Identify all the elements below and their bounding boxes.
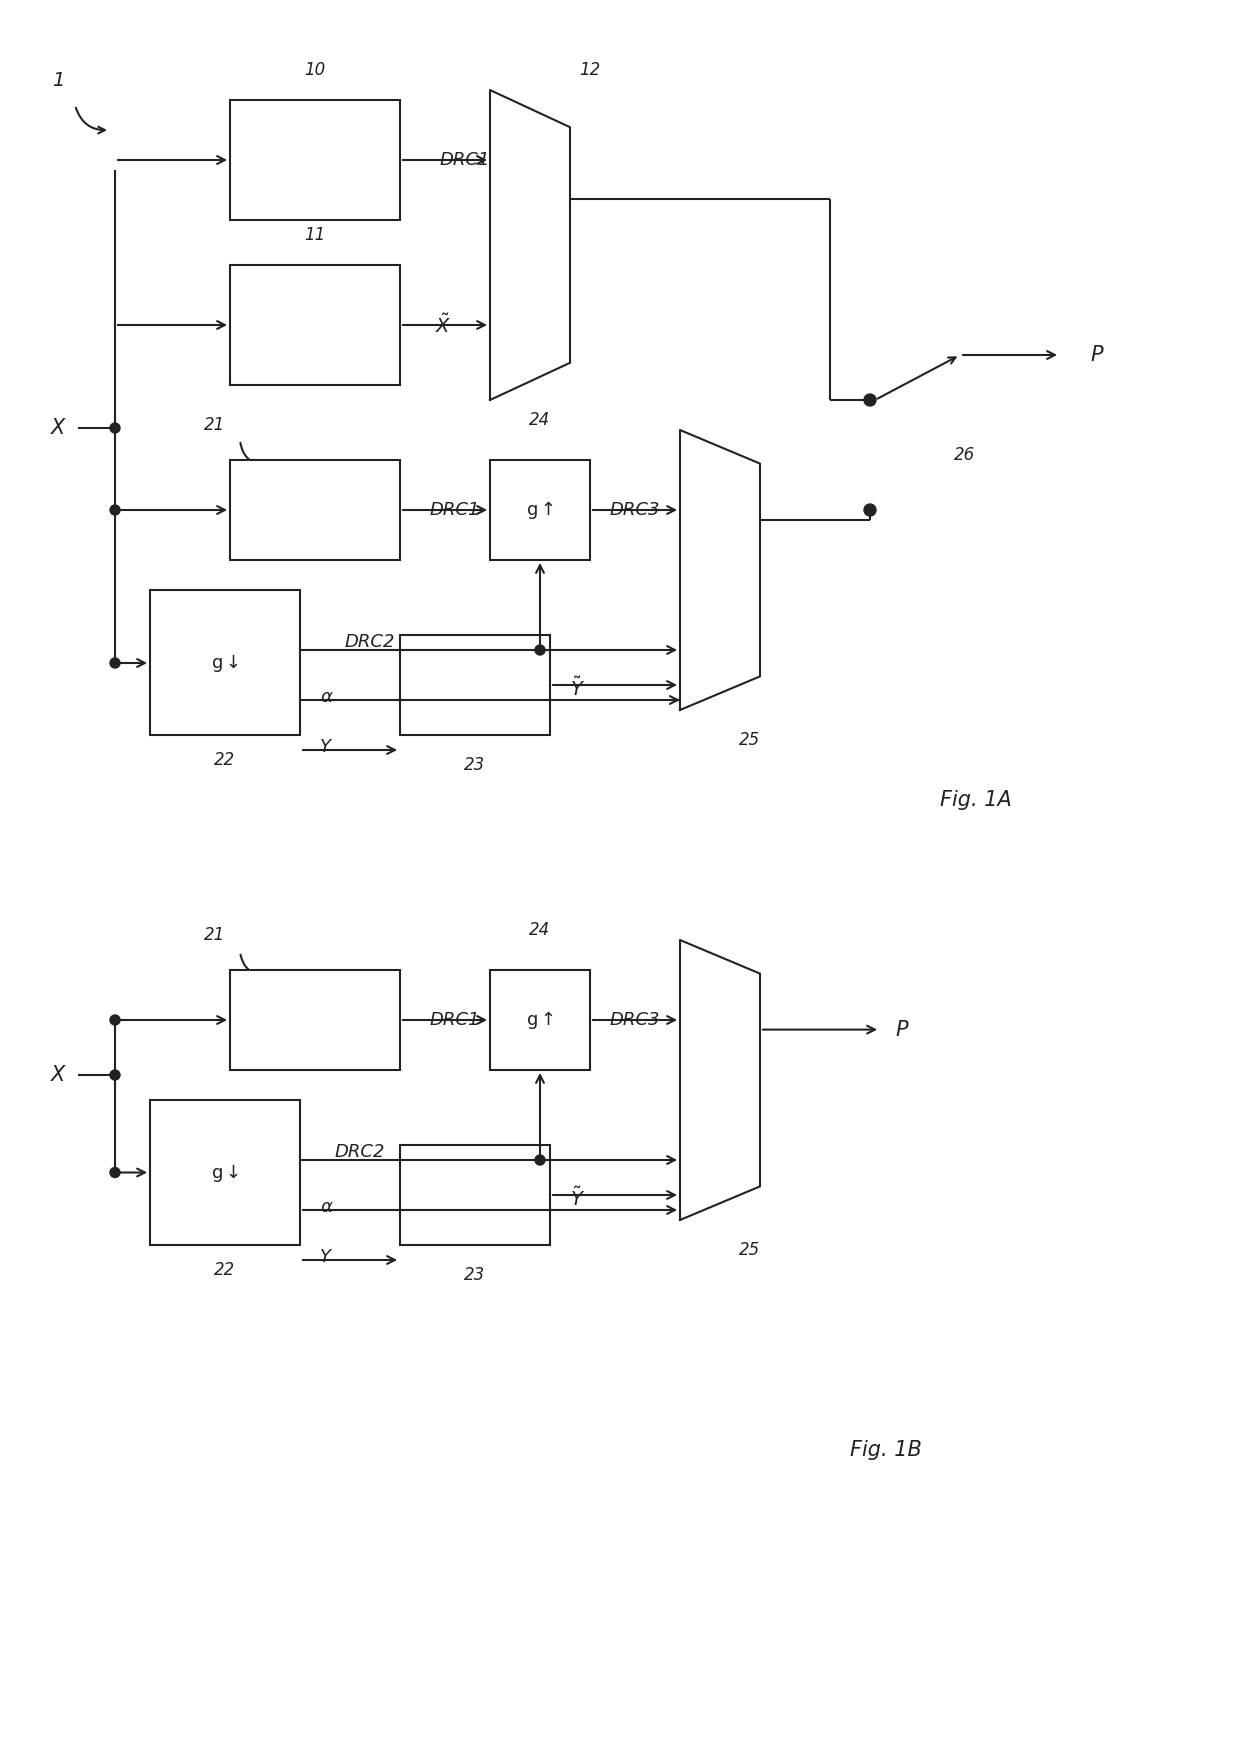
Text: 22: 22 (215, 1260, 236, 1279)
Text: $\alpha$: $\alpha$ (320, 1197, 334, 1217)
Text: $\alpha$: $\alpha$ (320, 688, 334, 706)
Circle shape (110, 505, 120, 514)
Text: X: X (51, 418, 66, 437)
Text: 25: 25 (739, 1241, 760, 1258)
Text: DRC3: DRC3 (610, 500, 661, 519)
Circle shape (110, 659, 120, 668)
Text: DRC1: DRC1 (430, 1011, 481, 1028)
Bar (401, 634, 551, 736)
Bar (229, 265, 401, 385)
Bar (229, 971, 401, 1070)
Circle shape (864, 504, 875, 516)
Text: P: P (895, 1020, 908, 1039)
Circle shape (534, 1156, 546, 1164)
Text: X: X (51, 1065, 66, 1084)
Text: 21: 21 (205, 926, 226, 945)
Circle shape (110, 1014, 120, 1025)
Text: DRC1: DRC1 (440, 152, 491, 169)
Text: 22: 22 (215, 751, 236, 769)
Text: g$\downarrow$: g$\downarrow$ (211, 652, 239, 673)
Text: 12: 12 (579, 61, 600, 78)
FancyArrowPatch shape (241, 955, 260, 976)
Text: g$\uparrow$: g$\uparrow$ (526, 498, 554, 521)
Text: 24: 24 (529, 411, 551, 429)
Text: Fig. 1B: Fig. 1B (849, 1440, 921, 1461)
Text: $\tilde{Y}$: $\tilde{Y}$ (570, 676, 585, 699)
Circle shape (864, 394, 875, 406)
FancyArrowPatch shape (76, 108, 105, 134)
Text: 10: 10 (304, 61, 326, 78)
Bar (150, 1100, 300, 1245)
Bar (229, 460, 401, 560)
Text: DRC2: DRC2 (345, 633, 396, 650)
Bar (150, 589, 300, 736)
Text: $\tilde{X}$: $\tilde{X}$ (435, 314, 451, 336)
Text: $\tilde{Y}$: $\tilde{Y}$ (570, 1187, 585, 1210)
Text: Y: Y (320, 1248, 331, 1265)
Text: DRC1: DRC1 (430, 500, 481, 519)
Text: Fig. 1A: Fig. 1A (940, 790, 1012, 810)
Text: 11: 11 (304, 227, 326, 244)
Text: DRC3: DRC3 (610, 1011, 661, 1028)
Text: g$\uparrow$: g$\uparrow$ (526, 1009, 554, 1032)
FancyArrowPatch shape (878, 357, 956, 399)
Text: 24: 24 (529, 920, 551, 939)
Text: 23: 23 (464, 1265, 486, 1285)
Bar (490, 460, 590, 560)
Circle shape (534, 645, 546, 655)
Text: 23: 23 (464, 756, 486, 774)
FancyArrowPatch shape (241, 443, 260, 467)
Text: P: P (1090, 345, 1102, 364)
Circle shape (110, 1070, 120, 1081)
Text: 21: 21 (205, 417, 226, 434)
Text: Y: Y (320, 737, 331, 756)
Text: g$\downarrow$: g$\downarrow$ (211, 1161, 239, 1183)
Text: DRC2: DRC2 (335, 1143, 386, 1161)
Text: 1: 1 (52, 70, 64, 89)
Bar (229, 99, 401, 220)
Text: 26: 26 (955, 446, 976, 464)
Bar (401, 1145, 551, 1245)
Circle shape (110, 1168, 120, 1178)
Bar (490, 971, 590, 1070)
Text: 25: 25 (739, 730, 760, 749)
Circle shape (110, 424, 120, 432)
